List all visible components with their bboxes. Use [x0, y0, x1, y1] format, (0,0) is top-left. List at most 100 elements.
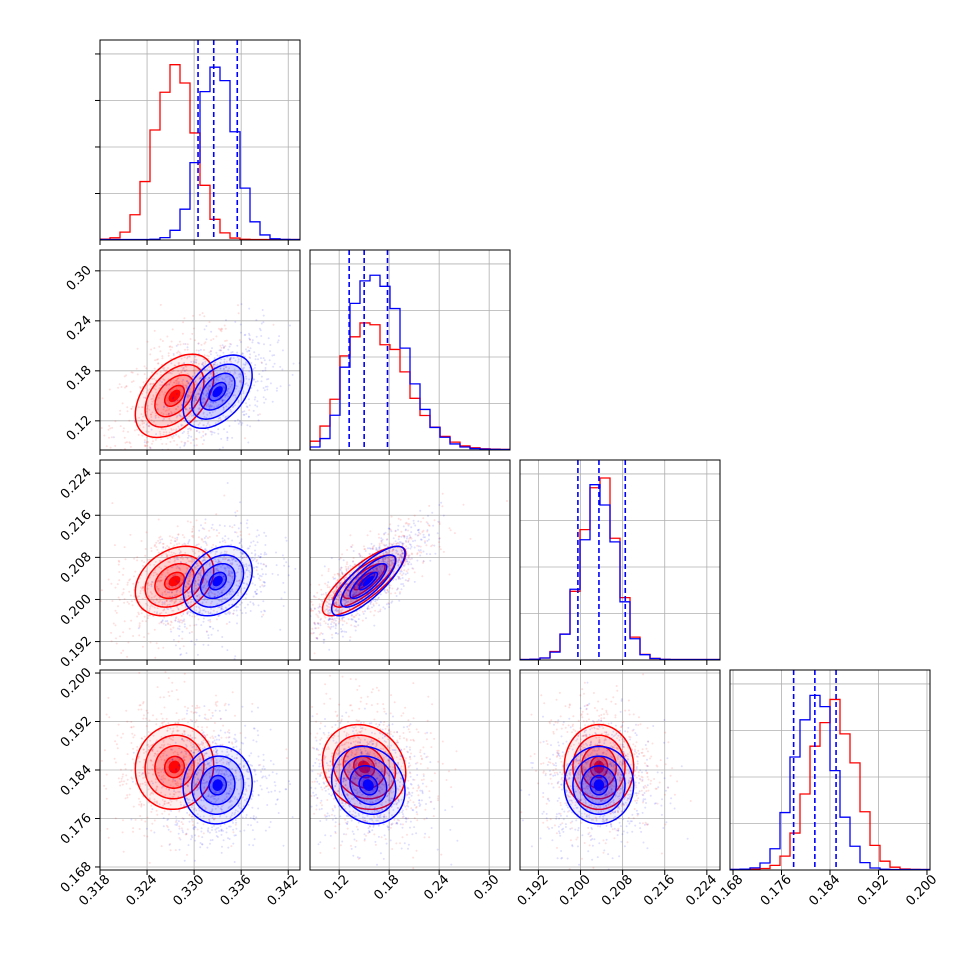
contour-1-2	[349, 765, 388, 806]
y-tick-label: 0.216	[58, 507, 95, 544]
contour-1-3	[358, 774, 379, 796]
grid	[310, 460, 510, 660]
density-core-0	[168, 575, 181, 587]
contour-1-3	[208, 381, 228, 402]
panel-3-3	[729, 669, 931, 875]
panel-frame	[519, 669, 721, 871]
panel-3-2	[519, 669, 721, 875]
histogram-series-0	[100, 64, 300, 240]
contour-0-3	[589, 755, 609, 779]
panel-frame	[519, 459, 721, 661]
panel-frame	[99, 39, 301, 241]
contour-1-0	[182, 745, 253, 825]
x-tick-label: 0.330	[170, 872, 207, 909]
density-core-0	[168, 389, 181, 403]
panel-content	[310, 492, 508, 655]
x-tick-label: 0.342	[265, 872, 302, 909]
contour-1-2	[580, 765, 618, 806]
panel-frame	[309, 249, 511, 451]
contour-1-0	[330, 545, 406, 617]
y-tick-label: 0.200	[58, 665, 95, 702]
y-tick-label: 0.208	[58, 550, 95, 587]
contour-1-2	[199, 765, 236, 806]
x-tick-label: 0.184	[806, 872, 843, 909]
panel-content	[310, 674, 459, 870]
contour-0-1	[572, 734, 626, 800]
y-tick-label: 0.30	[64, 263, 95, 294]
contour-1-1	[340, 554, 397, 608]
y-tick-label: 0.24	[64, 313, 95, 344]
x-tick-label: 0.336	[218, 872, 255, 909]
contour-1-3	[208, 774, 228, 796]
y-tick-label: 0.184	[58, 762, 95, 799]
density-core-1	[593, 779, 605, 791]
x-tick-label: 0.192	[515, 872, 552, 909]
panel-content	[520, 460, 720, 660]
x-tick-label: 0.18	[371, 872, 402, 903]
density-core-1	[212, 779, 223, 791]
contour-1-3	[208, 571, 228, 591]
panel-frame	[309, 459, 511, 661]
x-tick-label: 0.24	[421, 872, 452, 903]
x-tick-label: 0.216	[641, 872, 678, 909]
panel-content	[730, 670, 930, 870]
y-tick-label: 0.176	[58, 811, 95, 848]
contour-0-1	[332, 734, 397, 800]
density-core-0	[357, 760, 371, 774]
contour-1-1	[191, 755, 245, 815]
contour-1-2	[199, 562, 236, 600]
scatter-series-0	[520, 673, 692, 870]
scatter-series-1	[310, 707, 459, 866]
x-tick-label: 0.324	[123, 872, 160, 909]
y-tick-label: 0.12	[64, 413, 95, 444]
x-tick-label: 0.200	[903, 872, 940, 909]
panel-content	[520, 673, 692, 870]
contour-0-2	[154, 374, 195, 418]
x-tick-label: 0.200	[557, 872, 594, 909]
grid	[310, 250, 510, 450]
grid	[99, 670, 300, 870]
density-core-1	[212, 386, 223, 398]
x-tick-label: 0.12	[321, 872, 352, 903]
contour-0-3	[163, 755, 186, 779]
histogram-series-1	[730, 694, 930, 870]
panel-2-0	[95, 459, 301, 665]
grid	[730, 670, 930, 870]
density-core-0	[168, 760, 181, 774]
contour-1-3	[358, 571, 379, 591]
contour-1-1	[191, 554, 245, 608]
contour-0-1	[144, 363, 205, 428]
histogram-series-1	[520, 484, 720, 660]
contour-1-0	[182, 354, 253, 430]
density-core-1	[362, 575, 374, 587]
grid	[520, 460, 720, 660]
density-core-0	[593, 760, 605, 774]
panel-frame	[309, 669, 511, 871]
histogram-series-1	[310, 274, 510, 450]
panel-1-0	[95, 249, 301, 455]
panel-frame	[99, 459, 301, 661]
y-tick-label: 0.200	[58, 592, 95, 629]
panel-content	[310, 250, 510, 450]
contour-1-1	[572, 755, 626, 815]
contour-1-1	[340, 755, 397, 815]
contour-0-0	[563, 723, 635, 811]
grid	[99, 40, 300, 240]
panel-2-2	[519, 459, 721, 665]
density-core-1	[212, 575, 223, 587]
contour-1-1	[191, 363, 245, 420]
y-tick-label: 0.18	[64, 363, 95, 394]
x-tick-label: 0.192	[855, 872, 892, 909]
contour-0-3	[163, 571, 186, 591]
histogram-series-1	[100, 66, 300, 240]
contour-1-2	[199, 372, 236, 411]
contour-1-0	[563, 745, 635, 825]
panel-content	[100, 40, 300, 240]
panel-content	[100, 671, 294, 870]
scatter-series-1	[135, 482, 297, 660]
panel-1-1	[309, 249, 511, 455]
contour-1-0	[182, 545, 253, 617]
x-tick-label: 0.208	[599, 872, 636, 909]
panel-3-0	[95, 669, 301, 875]
